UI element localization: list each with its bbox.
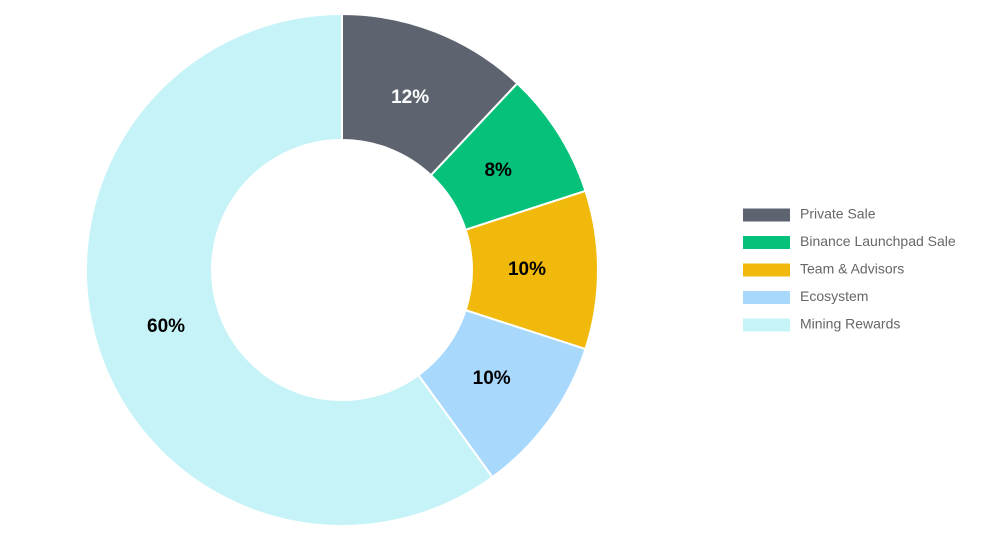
legend-swatch bbox=[743, 208, 790, 222]
slice-label: 12% bbox=[391, 87, 429, 108]
legend-label: Ecosystem bbox=[800, 288, 868, 304]
legend-swatch bbox=[743, 318, 790, 332]
legend-swatch bbox=[743, 236, 790, 249]
legend-label: Team & Advisors bbox=[800, 261, 904, 277]
legend-swatch bbox=[743, 263, 790, 277]
donut-slice bbox=[85, 12, 494, 527]
legend-label: Binance Launchpad Sale bbox=[800, 233, 956, 249]
slice-label: 10% bbox=[473, 368, 511, 389]
legend-label: Private Sale bbox=[800, 206, 876, 222]
slice-label: 8% bbox=[484, 160, 512, 181]
slice-label: 60% bbox=[147, 316, 185, 337]
legend-label: Mining Rewards bbox=[800, 316, 900, 332]
legend-swatch bbox=[743, 291, 790, 304]
slice-label: 10% bbox=[508, 259, 546, 280]
